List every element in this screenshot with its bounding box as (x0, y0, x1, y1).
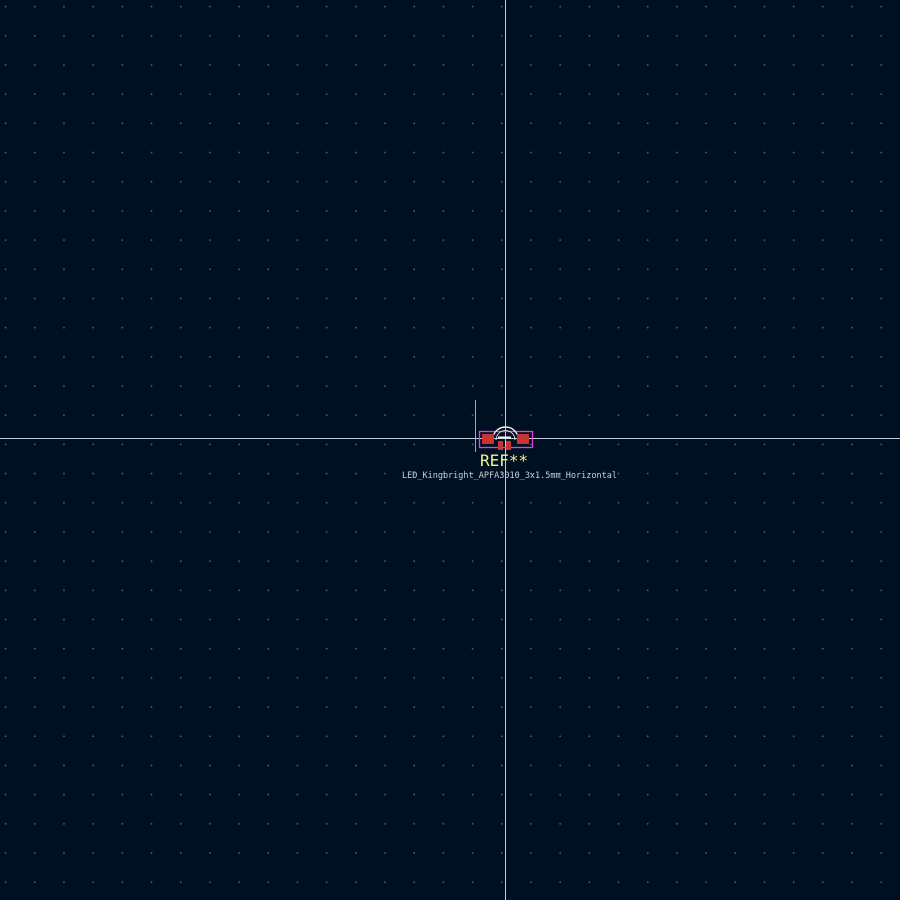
pad-1[interactable] (482, 434, 494, 444)
pad-3[interactable] (498, 441, 503, 450)
polarity-mark (498, 436, 511, 439)
footprint-value[interactable]: LED_Kingbright_APFA3010_3x1.5mm_Horizont… (402, 471, 617, 481)
reference-designator[interactable]: REF** (480, 451, 528, 470)
pad-2[interactable] (517, 434, 529, 444)
pad-4[interactable] (506, 441, 511, 450)
lens-outline-inner (495, 430, 516, 441)
footprint[interactable] (478, 426, 534, 450)
